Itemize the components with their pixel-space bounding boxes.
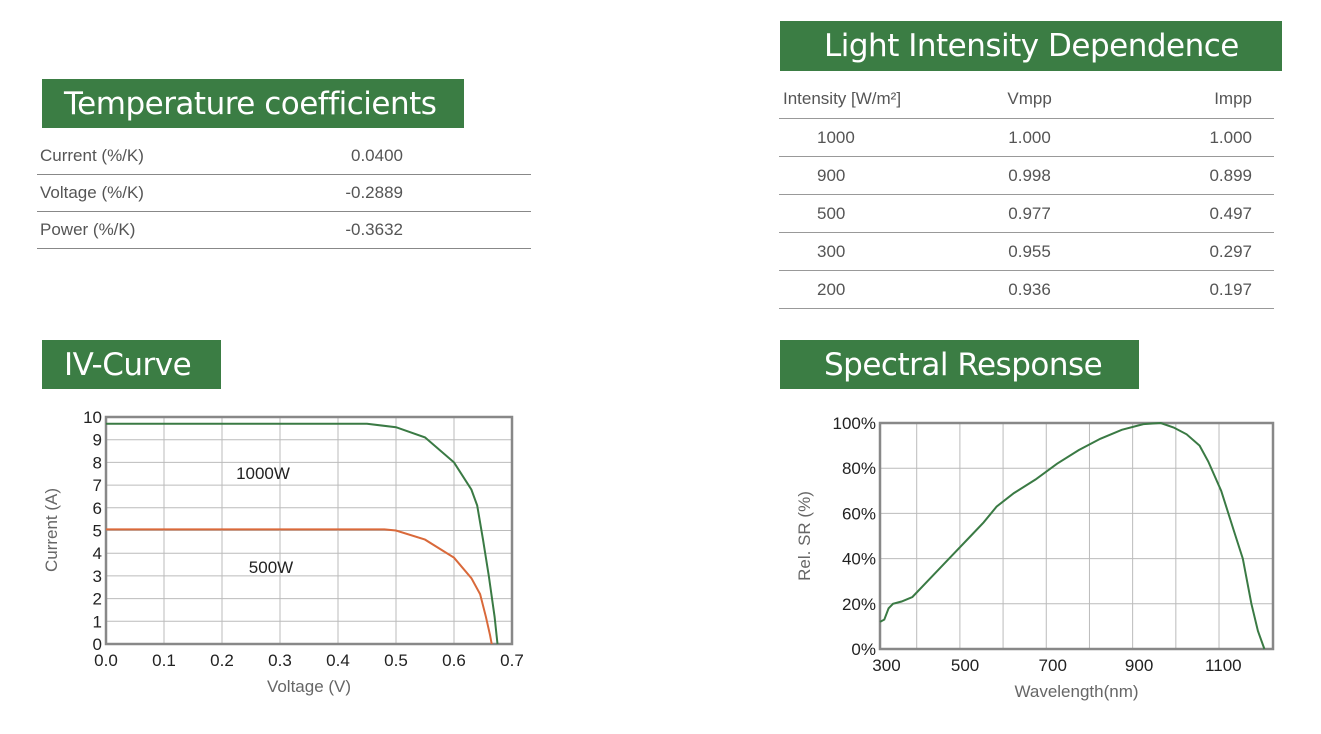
table-cell: 1.000 (967, 118, 1093, 157)
table-row: 1000 1.000 1.000 (779, 118, 1274, 157)
table-row: 300 0.955 0.297 (779, 232, 1274, 271)
spectral-response-header: Spectral Response (780, 340, 1139, 389)
x-tick-label: 0.7 (500, 651, 524, 670)
table-cell: 500 (779, 194, 967, 233)
table-cell: 0.297 (1092, 232, 1274, 271)
y-tick-label: 10 (83, 408, 102, 427)
x-tick-label: 0.6 (442, 651, 466, 670)
table-cell: 200 (779, 270, 967, 309)
y-tick-label: 0 (93, 635, 102, 654)
column-header: Vmpp (967, 80, 1093, 119)
x-tick-label: 1100 (1205, 656, 1242, 675)
y-tick-label: 9 (93, 431, 102, 450)
coefficient-label: Voltage (%/K) (37, 174, 218, 212)
y-tick-label: 20% (842, 595, 876, 614)
y-tick-label: 7 (93, 476, 102, 495)
column-header: Impp (1092, 80, 1274, 119)
iv-curve-header: IV-Curve (42, 340, 221, 389)
y-tick-label: 6 (93, 499, 102, 518)
y-tick-label: 8 (93, 453, 102, 472)
table-cell: 900 (779, 156, 967, 195)
x-tick-label: 0.5 (384, 651, 408, 670)
x-tick-label: 0.1 (152, 651, 176, 670)
y-tick-label: 40% (842, 550, 876, 569)
x-tick-label: 0.3 (268, 651, 292, 670)
column-header: Intensity [W/m²] (779, 80, 967, 119)
x-axis-label: Wavelength(nm) (1014, 682, 1138, 701)
table-cell: 0.936 (967, 270, 1093, 309)
x-tick-label: 0.2 (210, 651, 234, 670)
x-tick-label: 0.4 (326, 651, 350, 670)
table-cell: 300 (779, 232, 967, 271)
x-tick-label: 500 (951, 656, 979, 675)
y-tick-label: 2 (93, 590, 102, 609)
y-tick-label: 60% (842, 504, 876, 523)
table-cell: 0.977 (967, 194, 1093, 233)
temperature-coefficients-table: Current (%/K) 0.0400 Voltage (%/K) -0.2889 P… (37, 138, 531, 249)
table-cell: 0.955 (967, 232, 1093, 271)
series-label-1000w: 1000W (236, 464, 290, 483)
y-tick-label: 100% (833, 414, 876, 433)
series-line-500w (106, 528, 493, 645)
y-tick-label: 3 (93, 567, 102, 586)
y-tick-label: 0% (851, 640, 876, 659)
table-cell: 0.998 (967, 156, 1093, 195)
table-row: Voltage (%/K) -0.2889 (37, 174, 531, 212)
y-tick-label: 80% (842, 459, 876, 478)
coefficient-value: 0.0400 (217, 138, 531, 175)
coefficient-label: Power (%/K) (37, 211, 218, 249)
x-tick-label: 700 (1039, 656, 1067, 675)
x-axis-label: Voltage (V) (267, 677, 351, 696)
table-cell: 1000 (779, 118, 967, 157)
coefficient-value: -0.2889 (217, 174, 531, 212)
temperature-coefficients-header: Temperature coefficients (42, 79, 464, 128)
table-cell: 0.497 (1092, 194, 1274, 233)
series-label-500w: 500W (249, 558, 293, 577)
table-cell: 0.197 (1092, 270, 1274, 309)
table-row: 200 0.936 0.197 (779, 270, 1274, 309)
series-line-1000w (106, 422, 499, 645)
table-row: Power (%/K) -0.3632 (37, 211, 531, 249)
x-tick-label: 300 (872, 656, 900, 675)
table-row: 900 0.998 0.899 (779, 156, 1274, 195)
y-tick-label: 4 (93, 544, 102, 563)
y-tick-label: 5 (93, 522, 102, 541)
coefficient-value: -0.3632 (217, 211, 531, 249)
y-axis-label: Rel. SR (%) (795, 491, 814, 581)
x-tick-label: 900 (1125, 656, 1153, 675)
table-row: Current (%/K) 0.0400 (37, 138, 531, 175)
y-axis-label: Current (A) (42, 488, 61, 572)
light-intensity-table: Intensity [W/m²] Vmpp Impp 1000 1.000 1.000 9… (779, 80, 1274, 309)
y-tick-label: 1 (93, 612, 102, 631)
x-tick-label: 0.0 (94, 651, 118, 670)
coefficient-label: Current (%/K) (37, 138, 218, 175)
plot-frame (104, 415, 514, 646)
table-cell: 0.899 (1092, 156, 1274, 195)
light-intensity-header: Light Intensity Dependence (780, 21, 1282, 71)
table-row: 500 0.977 0.497 (779, 194, 1274, 233)
series-line-rel-sr (879, 421, 1266, 650)
table-cell: 1.000 (1092, 118, 1274, 157)
plot-frame (878, 421, 1275, 651)
